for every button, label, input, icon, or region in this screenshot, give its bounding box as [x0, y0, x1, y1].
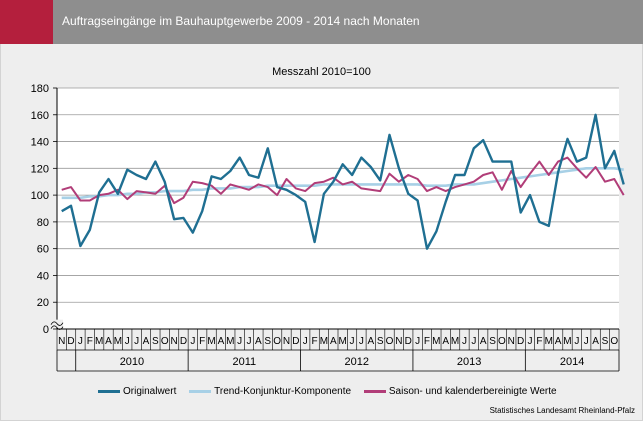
month-label: M — [339, 336, 347, 347]
month-label: S — [602, 336, 609, 347]
axis-break-mark — [50, 321, 64, 326]
year-label: 2011 — [233, 356, 257, 368]
y-tick-label: 20 — [37, 297, 49, 309]
year-label: 2010 — [120, 356, 144, 368]
month-label: O — [610, 336, 618, 347]
y-tick-label: 100 — [31, 190, 49, 202]
y-tick-label: 120 — [31, 163, 49, 175]
month-label: A — [218, 336, 225, 347]
accent-block — [0, 0, 53, 44]
month-label: J — [237, 336, 242, 347]
month-label: A — [105, 336, 112, 347]
legend-item-saison: Saison- und kalenderbereinigte Werte — [363, 386, 557, 397]
month-label: A — [555, 336, 562, 347]
legend-label: Saison- und kalenderbereinigte Werte — [388, 386, 557, 397]
month-label: J — [78, 336, 83, 347]
month-label: D — [517, 336, 524, 347]
month-label: O — [273, 336, 281, 347]
month-label: F — [312, 336, 318, 347]
month-label: A — [255, 336, 262, 347]
month-label: J — [462, 336, 467, 347]
legend-label: Trend-Konjunktur-Komponente — [214, 386, 352, 397]
month-label: O — [386, 336, 394, 347]
legend: Originalwert Trend-Konjunktur-Komponente… — [98, 386, 567, 397]
y-tick-label: 80 — [37, 217, 49, 229]
year-label: 2012 — [344, 356, 368, 368]
month-label: F — [424, 336, 430, 347]
month-label: M — [451, 336, 459, 347]
month-label: N — [508, 336, 515, 347]
month-label: M — [563, 336, 571, 347]
month-label: F — [536, 336, 542, 347]
month-label: A — [442, 336, 449, 347]
month-label: D — [180, 336, 187, 347]
month-label: S — [264, 336, 271, 347]
month-label: S — [489, 336, 496, 347]
plot-area — [57, 88, 619, 329]
month-label: J — [471, 336, 476, 347]
month-label: A — [330, 336, 337, 347]
month-label: M — [114, 336, 122, 347]
y-tick-label: 160 — [31, 110, 49, 122]
month-label: J — [125, 336, 130, 347]
year-label: 2014 — [560, 356, 584, 368]
month-label: A — [367, 336, 374, 347]
month-label: M — [226, 336, 234, 347]
month-label: S — [152, 336, 159, 347]
year-label: 2013 — [457, 356, 481, 368]
month-label: J — [574, 336, 579, 347]
legend-swatch — [98, 389, 120, 393]
month-label: N — [58, 336, 65, 347]
month-label: A — [480, 336, 487, 347]
month-label: D — [67, 336, 74, 347]
month-label: J — [584, 336, 589, 347]
month-label: J — [528, 336, 533, 347]
month-label: O — [498, 336, 506, 347]
month-label: O — [161, 336, 169, 347]
month-label: M — [95, 336, 103, 347]
month-label: D — [405, 336, 412, 347]
month-label: D — [292, 336, 299, 347]
month-label: J — [247, 336, 252, 347]
month-label: J — [415, 336, 420, 347]
month-label: J — [190, 336, 195, 347]
series-line — [61, 156, 625, 205]
legend-swatch — [363, 389, 386, 393]
month-label: F — [87, 336, 93, 347]
legend-label: Originalwert — [123, 386, 177, 397]
month-label: N — [283, 336, 290, 347]
month-label: N — [170, 336, 177, 347]
chart-title: Auftragseingänge im Bauhauptgewerbe 2009… — [62, 14, 420, 28]
legend-item-trend: Trend-Konjunktur-Komponente — [189, 386, 351, 397]
month-label: J — [350, 336, 355, 347]
y-tick-label: 180 — [31, 83, 49, 95]
month-label: J — [134, 336, 139, 347]
y-tick-label: 40 — [37, 270, 49, 282]
month-label: M — [545, 336, 553, 347]
source-note: Statistisches Landesamt Rheinland-Pfalz — [489, 406, 635, 415]
legend-swatch — [189, 389, 212, 393]
month-label: A — [592, 336, 599, 347]
month-label: J — [303, 336, 308, 347]
month-label: S — [377, 336, 384, 347]
legend-item-original: Originalwert — [98, 386, 176, 397]
month-label: F — [199, 336, 205, 347]
chart-subtitle: Messzahl 2010=100 — [272, 66, 371, 78]
month-label: A — [143, 336, 150, 347]
y-tick-label: 0 — [43, 324, 49, 336]
title-bar: Auftragseingänge im Bauhauptgewerbe 2009… — [0, 0, 643, 44]
month-label: M — [207, 336, 215, 347]
month-label: M — [320, 336, 328, 347]
month-label: N — [395, 336, 402, 347]
y-tick-label: 140 — [31, 137, 49, 149]
y-tick-label: 60 — [37, 244, 49, 256]
month-label: M — [432, 336, 440, 347]
series-line — [61, 113, 625, 250]
month-label: J — [359, 336, 364, 347]
